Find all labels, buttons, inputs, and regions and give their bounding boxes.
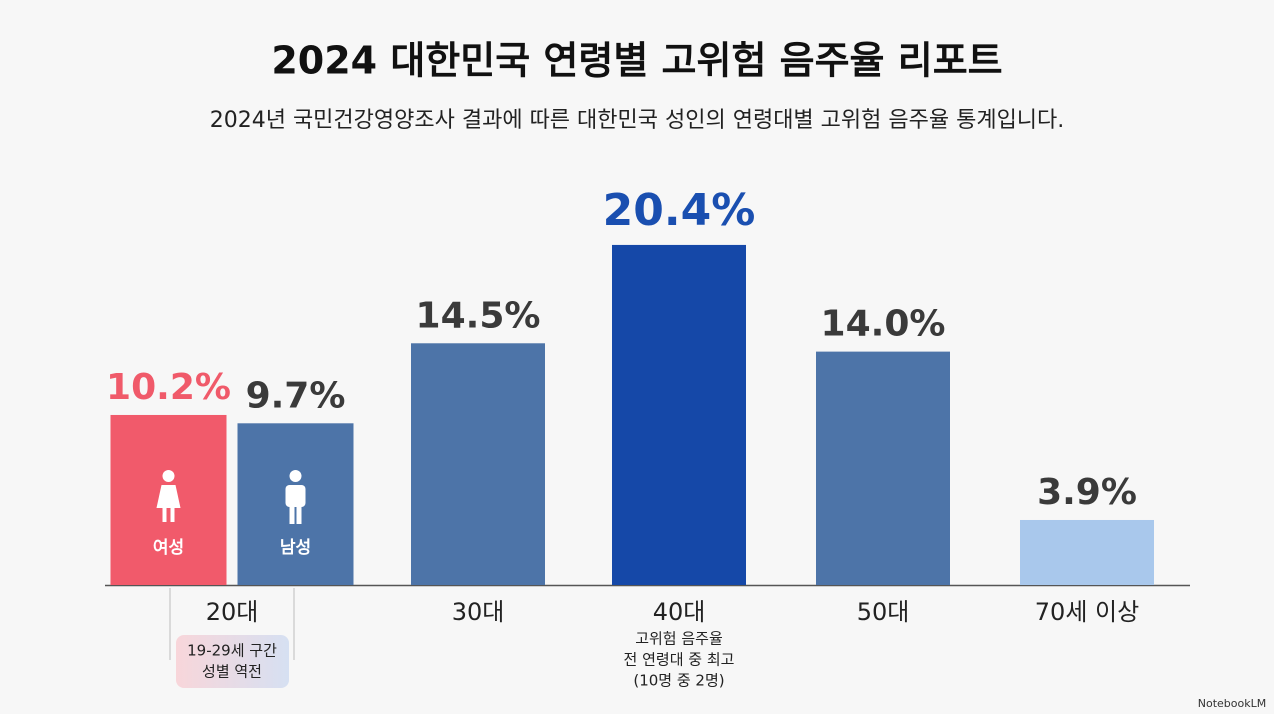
x-tick-label: 20대	[206, 598, 259, 626]
annotation: 성별 역전	[202, 663, 262, 681]
icon	[162, 508, 167, 522]
icon	[285, 485, 306, 507]
bar	[612, 244, 746, 585]
value-label: 9.7%	[246, 375, 346, 416]
annotation: 고위험 음주율	[635, 630, 723, 648]
x-tick-label: 30대	[452, 598, 505, 626]
icon	[289, 506, 295, 524]
footer: NotebookLM	[1198, 697, 1266, 710]
icon	[296, 506, 302, 524]
value-label: 14.0%	[821, 304, 946, 345]
value-label: 3.9%	[1037, 472, 1137, 513]
icon	[162, 470, 175, 482]
bar-name: 여성	[153, 538, 184, 558]
icon	[289, 470, 302, 482]
icon	[170, 508, 175, 522]
annotation: 19-29세 구간	[187, 642, 277, 660]
bar-name: 남성	[280, 538, 311, 558]
bar	[411, 343, 545, 585]
x-tick-label: 40대	[653, 598, 706, 626]
x-tick-label: 50대	[857, 598, 910, 626]
chart-title: 2024 대한민국 연령별 고위험 음주율 리포트	[271, 39, 1002, 83]
note-box	[176, 635, 289, 688]
icon	[156, 485, 181, 508]
value-label: 20.4%	[603, 185, 756, 236]
bar	[1020, 519, 1154, 585]
x-tick-label: 70세 이상	[1035, 598, 1139, 626]
value-label: 14.5%	[416, 295, 541, 336]
chart-subtitle: 2024년 국민건강영양조사 결과에 따른 대한민국 성인의 연령대별 고위험 …	[210, 108, 1065, 133]
bracket	[169, 588, 295, 660]
bar	[816, 351, 950, 585]
annotation: (10명 중 2명)	[633, 672, 724, 690]
value-label: 10.2%	[106, 367, 231, 408]
annotation: 전 연령대 중 최고	[624, 651, 735, 669]
